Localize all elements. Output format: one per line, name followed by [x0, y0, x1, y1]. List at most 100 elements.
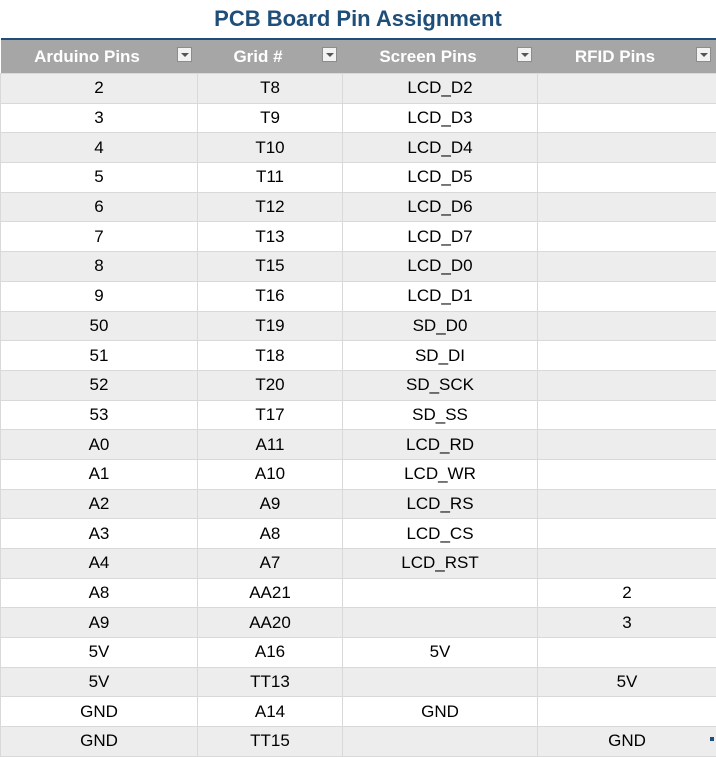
cell-grid[interactable]: A9 — [198, 489, 343, 519]
cell-rfid-pin[interactable] — [538, 281, 716, 311]
cell-arduino-pin[interactable]: A9 — [1, 608, 198, 638]
cell-arduino-pin[interactable]: 7 — [1, 222, 198, 252]
cell-grid[interactable]: TT13 — [198, 667, 343, 697]
cell-rfid-pin[interactable] — [538, 400, 716, 430]
cell-arduino-pin[interactable]: 8 — [1, 252, 198, 282]
column-header-screen-pins: Screen Pins — [343, 39, 538, 74]
cell-grid[interactable]: A16 — [198, 638, 343, 668]
cell-rfid-pin[interactable] — [538, 133, 716, 163]
cell-rfid-pin[interactable] — [538, 222, 716, 252]
cell-grid[interactable]: A11 — [198, 430, 343, 460]
cell-grid[interactable]: T19 — [198, 311, 343, 341]
cell-arduino-pin[interactable]: 2 — [1, 74, 198, 104]
cell-screen-pin[interactable]: LCD_D2 — [343, 74, 538, 104]
cell-grid[interactable]: TT15 — [198, 727, 343, 757]
cell-screen-pin[interactable]: LCD_RS — [343, 489, 538, 519]
cell-grid[interactable]: A7 — [198, 549, 343, 579]
cell-rfid-pin[interactable] — [538, 74, 716, 104]
cell-grid[interactable]: T9 — [198, 103, 343, 133]
cell-screen-pin[interactable]: SD_SCK — [343, 370, 538, 400]
cell-arduino-pin[interactable]: A2 — [1, 489, 198, 519]
cell-grid[interactable]: A14 — [198, 697, 343, 727]
cell-screen-pin[interactable]: SD_DI — [343, 341, 538, 371]
filter-dropdown-grid[interactable] — [322, 47, 337, 62]
cell-rfid-pin[interactable] — [538, 311, 716, 341]
cell-arduino-pin[interactable]: A1 — [1, 459, 198, 489]
cell-screen-pin[interactable]: LCD_RD — [343, 430, 538, 460]
cell-rfid-pin[interactable] — [538, 519, 716, 549]
cell-screen-pin[interactable]: LCD_D0 — [343, 252, 538, 282]
cell-grid[interactable]: T16 — [198, 281, 343, 311]
cell-screen-pin[interactable] — [343, 608, 538, 638]
cell-grid[interactable]: T12 — [198, 192, 343, 222]
filter-dropdown-rfid-pins[interactable] — [696, 47, 711, 62]
cell-screen-pin[interactable]: LCD_D3 — [343, 103, 538, 133]
cell-grid[interactable]: T10 — [198, 133, 343, 163]
cell-screen-pin[interactable]: LCD_D6 — [343, 192, 538, 222]
cell-rfid-pin[interactable]: 3 — [538, 608, 716, 638]
cell-screen-pin[interactable]: LCD_RST — [343, 549, 538, 579]
table-resize-handle[interactable] — [710, 737, 714, 741]
cell-rfid-pin[interactable] — [538, 341, 716, 371]
cell-arduino-pin[interactable]: A8 — [1, 578, 198, 608]
cell-arduino-pin[interactable]: A3 — [1, 519, 198, 549]
cell-arduino-pin[interactable]: A0 — [1, 430, 198, 460]
cell-rfid-pin[interactable]: GND — [538, 727, 716, 757]
cell-screen-pin[interactable]: LCD_CS — [343, 519, 538, 549]
cell-arduino-pin[interactable]: 6 — [1, 192, 198, 222]
cell-screen-pin[interactable]: LCD_D1 — [343, 281, 538, 311]
cell-grid[interactable]: T8 — [198, 74, 343, 104]
cell-grid[interactable]: T13 — [198, 222, 343, 252]
cell-screen-pin[interactable]: GND — [343, 697, 538, 727]
cell-grid[interactable]: A10 — [198, 459, 343, 489]
cell-arduino-pin[interactable]: 52 — [1, 370, 198, 400]
cell-arduino-pin[interactable]: 5V — [1, 638, 198, 668]
cell-arduino-pin[interactable]: GND — [1, 697, 198, 727]
cell-arduino-pin[interactable]: GND — [1, 727, 198, 757]
cell-grid[interactable]: T17 — [198, 400, 343, 430]
cell-rfid-pin[interactable] — [538, 697, 716, 727]
cell-screen-pin[interactable]: 5V — [343, 638, 538, 668]
cell-screen-pin[interactable] — [343, 578, 538, 608]
cell-rfid-pin[interactable] — [538, 459, 716, 489]
cell-screen-pin[interactable] — [343, 667, 538, 697]
cell-screen-pin[interactable]: LCD_D4 — [343, 133, 538, 163]
cell-screen-pin[interactable]: LCD_WR — [343, 459, 538, 489]
cell-rfid-pin[interactable]: 2 — [538, 578, 716, 608]
cell-arduino-pin[interactable]: 53 — [1, 400, 198, 430]
cell-arduino-pin[interactable]: 50 — [1, 311, 198, 341]
cell-rfid-pin[interactable] — [538, 252, 716, 282]
cell-screen-pin[interactable]: SD_D0 — [343, 311, 538, 341]
cell-rfid-pin[interactable] — [538, 163, 716, 193]
cell-screen-pin[interactable]: LCD_D5 — [343, 163, 538, 193]
filter-dropdown-arduino-pins[interactable] — [177, 47, 192, 62]
cell-grid[interactable]: T20 — [198, 370, 343, 400]
cell-rfid-pin[interactable] — [538, 549, 716, 579]
cell-grid[interactable]: AA21 — [198, 578, 343, 608]
cell-arduino-pin[interactable]: 3 — [1, 103, 198, 133]
filter-dropdown-screen-pins[interactable] — [517, 47, 532, 62]
cell-grid[interactable]: T11 — [198, 163, 343, 193]
cell-rfid-pin[interactable] — [538, 370, 716, 400]
cell-arduino-pin[interactable]: A4 — [1, 549, 198, 579]
cell-rfid-pin[interactable] — [538, 192, 716, 222]
cell-rfid-pin[interactable] — [538, 638, 716, 668]
cell-rfid-pin[interactable] — [538, 489, 716, 519]
cell-screen-pin[interactable]: SD_SS — [343, 400, 538, 430]
cell-grid[interactable]: AA20 — [198, 608, 343, 638]
cell-arduino-pin[interactable]: 4 — [1, 133, 198, 163]
cell-grid[interactable]: A8 — [198, 519, 343, 549]
cell-screen-pin[interactable] — [343, 727, 538, 757]
cell-rfid-pin[interactable] — [538, 430, 716, 460]
cell-arduino-pin[interactable]: 51 — [1, 341, 198, 371]
cell-arduino-pin[interactable]: 9 — [1, 281, 198, 311]
cell-grid[interactable]: T18 — [198, 341, 343, 371]
cell-rfid-pin[interactable]: 5V — [538, 667, 716, 697]
cell-arduino-pin[interactable]: 5V — [1, 667, 198, 697]
cell-screen-pin[interactable]: LCD_D7 — [343, 222, 538, 252]
cell-rfid-pin[interactable] — [538, 103, 716, 133]
cell-grid[interactable]: T15 — [198, 252, 343, 282]
cell-arduino-pin[interactable]: 5 — [1, 163, 198, 193]
